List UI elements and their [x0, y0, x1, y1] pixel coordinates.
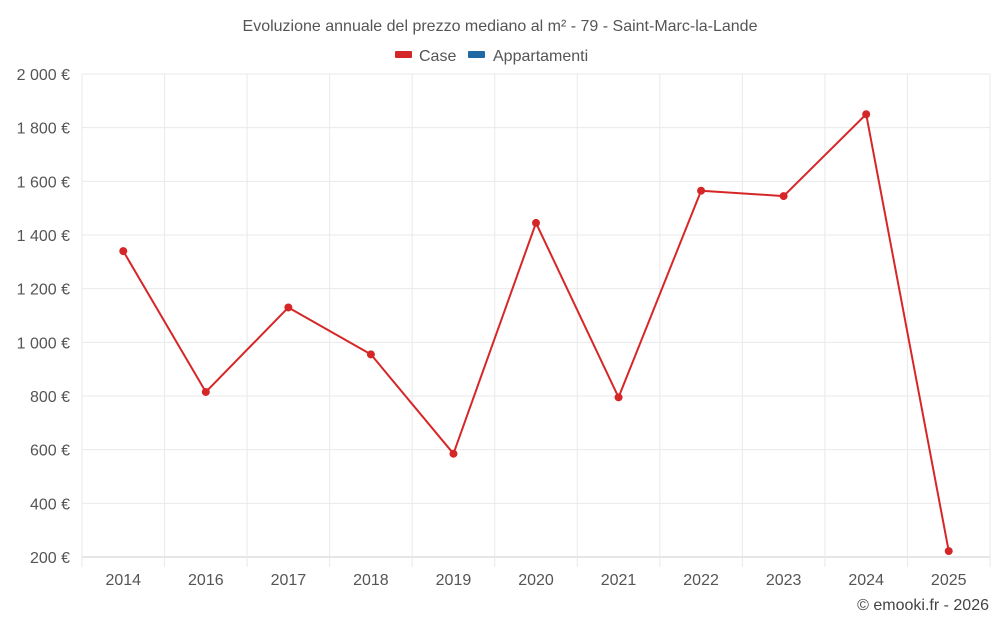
- y-tick-label: 600 €: [30, 443, 70, 460]
- series-case: [119, 110, 953, 556]
- y-tick-label: 1 800 €: [17, 121, 70, 138]
- legend: Case Appartamenti: [395, 48, 588, 65]
- x-gridlines: [81, 74, 991, 567]
- data-point-case[interactable]: [614, 393, 623, 402]
- credit-text: © emooki.fr - 2026: [857, 597, 989, 614]
- x-tick-label: 2019: [436, 572, 472, 589]
- data-point-case[interactable]: [201, 387, 210, 396]
- y-tick-label: 1 000 €: [17, 335, 70, 352]
- legend-swatch-appartamenti: [468, 51, 485, 58]
- data-point-case[interactable]: [862, 110, 871, 119]
- data-point-case[interactable]: [119, 247, 128, 256]
- y-tick-label: 200 €: [30, 550, 70, 567]
- x-axis: 2014 2016 2017 2018 2019 2020 2021 2022 2023 2024…: [105, 572, 966, 589]
- y-tick-label: 1 400 €: [17, 228, 70, 245]
- y-tick-label: 800 €: [30, 389, 70, 406]
- x-tick-label: 2016: [188, 572, 224, 589]
- x-tick-label: 2014: [105, 572, 141, 589]
- y-tick-label: 400 €: [30, 496, 70, 513]
- legend-label-appartamenti: Appartamenti: [493, 48, 588, 65]
- y-gridlines: [82, 73, 990, 558]
- data-point-case[interactable]: [779, 192, 788, 201]
- data-point-case[interactable]: [697, 186, 706, 195]
- x-tick-label: 2018: [353, 572, 389, 589]
- data-point-case[interactable]: [284, 303, 293, 312]
- y-tick-label: 2 000 €: [17, 67, 70, 84]
- chart-title: Evoluzione annuale del prezzo mediano al…: [243, 18, 758, 35]
- legend-item-appartamenti[interactable]: Appartamenti: [468, 48, 588, 65]
- legend-label-case: Case: [419, 48, 456, 65]
- x-tick-label: 2022: [683, 572, 719, 589]
- y-tick-label: 1 600 €: [17, 174, 70, 191]
- x-tick-label: 2017: [271, 572, 307, 589]
- legend-swatch-case: [395, 51, 412, 58]
- x-tick-label: 2024: [848, 572, 884, 589]
- y-axis: 200 € 400 € 600 € 800 € 1 000 € 1 200 € 1 400 …: [17, 67, 70, 567]
- data-point-case[interactable]: [449, 449, 458, 458]
- x-tick-label: 2020: [518, 572, 554, 589]
- legend-item-case[interactable]: Case: [395, 48, 456, 65]
- x-tick-label: 2025: [931, 572, 967, 589]
- x-tick-label: 2021: [601, 572, 637, 589]
- data-point-case[interactable]: [366, 350, 375, 359]
- data-point-case[interactable]: [944, 547, 953, 556]
- data-point-case[interactable]: [532, 218, 540, 227]
- x-tick-label: 2023: [766, 572, 802, 589]
- y-tick-label: 1 200 €: [17, 282, 70, 299]
